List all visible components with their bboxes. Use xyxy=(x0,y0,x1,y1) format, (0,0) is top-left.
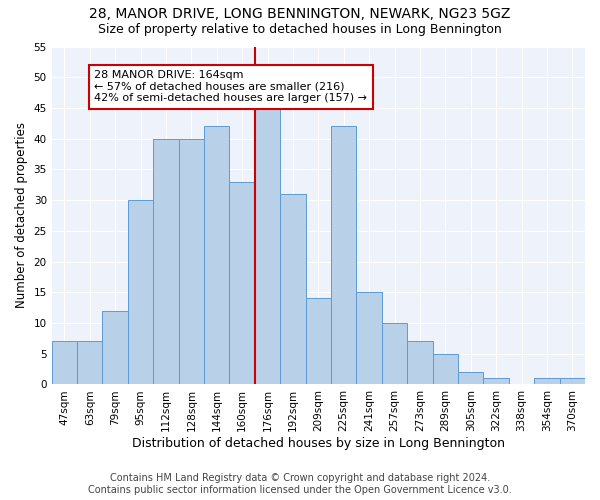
Bar xyxy=(103,310,128,384)
Bar xyxy=(204,126,229,384)
Bar xyxy=(305,298,331,384)
Bar xyxy=(484,378,509,384)
Bar xyxy=(52,342,77,384)
Text: 28, MANOR DRIVE, LONG BENNINGTON, NEWARK, NG23 5GZ: 28, MANOR DRIVE, LONG BENNINGTON, NEWARK… xyxy=(89,8,511,22)
Bar xyxy=(77,342,103,384)
Bar xyxy=(534,378,560,384)
X-axis label: Distribution of detached houses by size in Long Bennington: Distribution of detached houses by size … xyxy=(132,437,505,450)
Bar xyxy=(128,200,153,384)
Bar xyxy=(229,182,255,384)
Bar xyxy=(331,126,356,384)
Text: Contains HM Land Registry data © Crown copyright and database right 2024.
Contai: Contains HM Land Registry data © Crown c… xyxy=(88,474,512,495)
Bar xyxy=(458,372,484,384)
Bar xyxy=(255,102,280,385)
Bar xyxy=(382,323,407,384)
Bar xyxy=(356,292,382,384)
Text: Size of property relative to detached houses in Long Bennington: Size of property relative to detached ho… xyxy=(98,22,502,36)
Bar xyxy=(179,138,204,384)
Bar xyxy=(433,354,458,384)
Text: 28 MANOR DRIVE: 164sqm
← 57% of detached houses are smaller (216)
42% of semi-de: 28 MANOR DRIVE: 164sqm ← 57% of detached… xyxy=(94,70,367,103)
Bar xyxy=(407,342,433,384)
Bar xyxy=(153,138,179,384)
Y-axis label: Number of detached properties: Number of detached properties xyxy=(15,122,28,308)
Bar xyxy=(280,194,305,384)
Bar xyxy=(560,378,585,384)
